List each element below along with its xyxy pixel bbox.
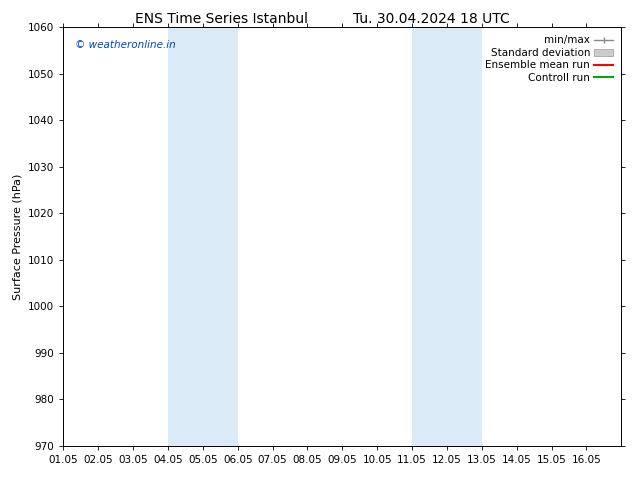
- Text: ENS Time Series Istanbul: ENS Time Series Istanbul: [136, 12, 308, 26]
- Text: Tu. 30.04.2024 18 UTC: Tu. 30.04.2024 18 UTC: [353, 12, 510, 26]
- Legend: min/max, Standard deviation, Ensemble mean run, Controll run: min/max, Standard deviation, Ensemble me…: [482, 32, 616, 86]
- Bar: [412, 27, 482, 446]
- Text: © weatheronline.in: © weatheronline.in: [75, 40, 176, 49]
- Y-axis label: Surface Pressure (hPa): Surface Pressure (hPa): [13, 173, 23, 299]
- Bar: [168, 27, 238, 446]
